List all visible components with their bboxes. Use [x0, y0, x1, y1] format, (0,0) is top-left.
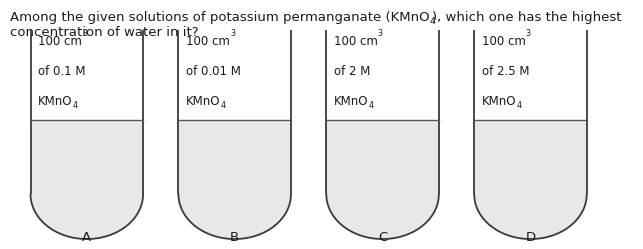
Text: of 2 M: of 2 M — [334, 65, 370, 78]
Ellipse shape — [31, 149, 143, 239]
Text: Among the given solutions of potassium permanganate (KMnO: Among the given solutions of potassium p… — [10, 11, 430, 24]
Text: KMnO: KMnO — [334, 95, 368, 108]
Bar — [178, 120, 291, 194]
Bar — [474, 120, 586, 194]
Text: 100 cm: 100 cm — [186, 35, 230, 48]
Bar — [31, 120, 143, 194]
Text: 4: 4 — [430, 17, 435, 26]
Text: ), which one has the highest: ), which one has the highest — [433, 11, 622, 24]
Text: 4: 4 — [73, 101, 78, 110]
Text: B: B — [230, 231, 239, 244]
Text: 4: 4 — [221, 101, 226, 110]
Text: 4: 4 — [368, 101, 374, 110]
Text: C: C — [378, 231, 387, 244]
Ellipse shape — [326, 149, 439, 239]
Text: A: A — [82, 231, 91, 244]
Ellipse shape — [179, 149, 291, 239]
Text: of 0.01 M: of 0.01 M — [186, 65, 241, 78]
Text: of 0.1 M: of 0.1 M — [39, 65, 86, 78]
Text: of 2.5 M: of 2.5 M — [482, 65, 529, 78]
Text: 4: 4 — [516, 101, 521, 110]
Text: D: D — [525, 231, 536, 244]
Text: 3: 3 — [378, 29, 383, 38]
Text: KMnO: KMnO — [482, 95, 516, 108]
Text: 100 cm: 100 cm — [39, 35, 82, 48]
Text: 100 cm: 100 cm — [334, 35, 378, 48]
Text: 3: 3 — [526, 29, 531, 38]
Text: concentration of water in it?: concentration of water in it? — [10, 26, 198, 39]
Text: KMnO: KMnO — [186, 95, 221, 108]
Text: 3: 3 — [82, 29, 87, 38]
Text: KMnO: KMnO — [39, 95, 73, 108]
Text: 100 cm: 100 cm — [482, 35, 526, 48]
Bar — [326, 120, 439, 194]
Ellipse shape — [475, 149, 587, 239]
Text: 3: 3 — [230, 29, 235, 38]
